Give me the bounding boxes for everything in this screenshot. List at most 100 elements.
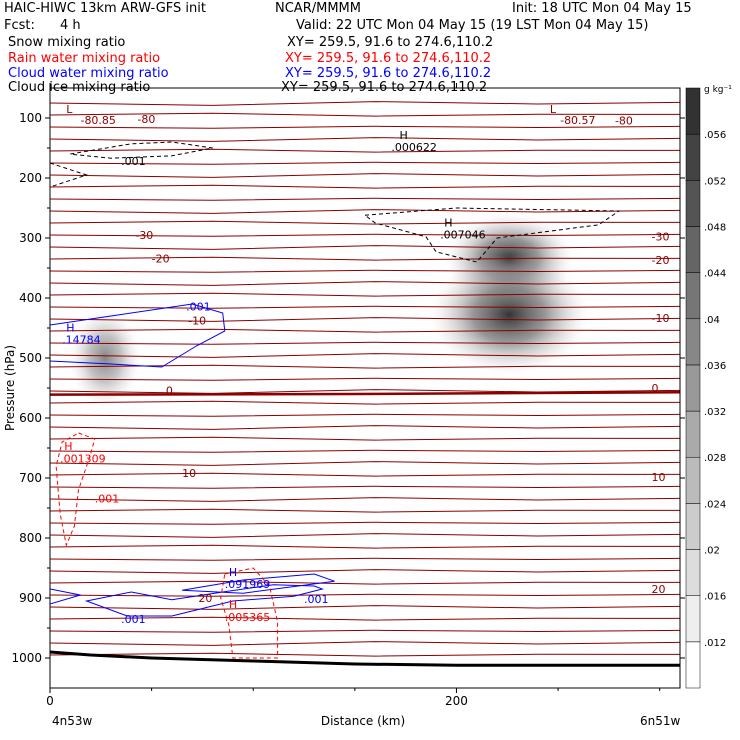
isotherm-line — [50, 305, 680, 309]
isotherm-line — [50, 544, 680, 549]
isotherm-line — [50, 197, 680, 201]
isotherm-line — [50, 353, 680, 358]
isotherm-line — [50, 521, 680, 525]
isotherm-label: -20 — [652, 254, 670, 267]
rain-water-contour — [220, 567, 279, 659]
header-org: NCAR/MMMM — [275, 1, 361, 16]
isotherm-line — [50, 485, 680, 489]
x-tick-label: 0 — [46, 694, 54, 708]
isotherm-label: 20 — [652, 583, 666, 596]
isotherm-line — [50, 184, 680, 189]
isotherm-label: -80.57 — [560, 114, 595, 127]
rain-water-label: .005365 — [225, 611, 271, 624]
isotherm-line — [50, 400, 680, 405]
isotherm-line — [50, 292, 680, 297]
colorbar-segment — [685, 410, 701, 458]
cloud-water-label: .14784 — [62, 334, 101, 347]
isotherm-line — [50, 641, 680, 646]
isotherm-label: -30 — [652, 230, 670, 243]
isotherm-line — [50, 449, 680, 453]
temperature-low-label: L — [66, 103, 73, 116]
colorbar-tick-label: .024 — [704, 499, 726, 510]
y-tick-label: 200 — [19, 171, 42, 185]
temperature-contours — [50, 101, 680, 657]
y-tick-label: 300 — [19, 231, 42, 245]
rain-water-label: H — [64, 440, 72, 453]
isotherm-label: -80 — [137, 113, 155, 126]
cloud-water-label: H — [229, 566, 237, 579]
isotherm-line — [50, 616, 680, 621]
isotherm-line — [50, 425, 680, 430]
colorbar: .012 .016 .02 .024 .028 .032 .036 .04 .044 .048 .0… — [685, 85, 732, 689]
terrain-line — [50, 650, 680, 667]
colorbar-segment — [685, 87, 701, 135]
isotherm-label: -10 — [188, 314, 206, 327]
isotherm-label: -80 — [615, 115, 633, 128]
cloud-water-contours — [50, 303, 335, 617]
y-axis-label: Pressure (hPa) — [3, 345, 17, 431]
colorbar-tick-label: .012 — [704, 638, 726, 649]
snow-contour — [70, 141, 213, 159]
isotherm-label: -30 — [135, 229, 153, 242]
isotherm-line — [50, 569, 680, 574]
x-tick-label: 200 — [445, 694, 468, 708]
rain-water-label: H — [229, 598, 237, 611]
isotherm-line — [50, 557, 680, 561]
y-tick-label: 900 — [19, 591, 42, 605]
colorbar-tick-label: .04 — [704, 315, 720, 326]
cloud-water-contour — [50, 588, 81, 605]
isotherm-line — [50, 245, 680, 250]
isotherm-line — [50, 593, 680, 597]
isotherm-label: 0 — [166, 385, 173, 398]
rain-water-label: .001309 — [60, 452, 105, 465]
isotherm-line — [50, 629, 680, 633]
isotherm-line — [50, 209, 680, 214]
y-tick-label: 1000 — [11, 651, 42, 665]
cloud-water-contour — [50, 303, 226, 368]
colorbar-unit: g kg⁻¹ — [704, 85, 732, 95]
snow-label: .001 — [121, 155, 145, 168]
colorbar-segment — [685, 180, 701, 227]
rain-water-contour — [55, 432, 96, 547]
colorbar-segment — [685, 133, 701, 181]
isotherm-line — [50, 508, 680, 513]
cloud-ice-shading — [68, 213, 590, 408]
terrain-surface — [50, 650, 680, 667]
colorbar-segment — [685, 226, 701, 273]
colorbar-segment — [685, 595, 701, 643]
isotherm-line — [50, 389, 680, 394]
cloud-water-label: H — [66, 322, 74, 335]
snow-contour — [363, 207, 621, 263]
colorbar-segment — [685, 364, 701, 412]
isotherm-line — [50, 101, 680, 106]
isotherm-line — [50, 436, 680, 441]
colorbar-segment — [685, 272, 701, 320]
isotherm-line — [50, 413, 680, 417]
snow-contours — [50, 141, 621, 263]
cloud-water-label: .001 — [121, 613, 145, 626]
isotherm-label: 20 — [198, 592, 212, 605]
y-tick-label: 500 — [19, 351, 42, 365]
isotherm-line — [50, 137, 680, 142]
isotherm-line — [50, 161, 680, 165]
isotherm-label: 10 — [652, 471, 666, 484]
snow-label: .000622 — [391, 141, 437, 154]
isotherm-line — [50, 652, 680, 657]
isotherm-line — [50, 580, 680, 585]
cloud-water-label: .001 — [304, 593, 329, 606]
isotherm-label: -10 — [652, 312, 670, 325]
rain-water-label: .001 — [95, 493, 120, 506]
isotherm-line — [50, 220, 680, 225]
colorbar-tick-label: .032 — [704, 407, 726, 418]
isotherm-line — [50, 377, 680, 381]
snow-label: .007046 — [440, 229, 486, 242]
cloud-water-label: .001 — [186, 301, 211, 314]
field-cloud-water-xy: XY= 259.5, 91.6 to 274.6,110.2 — [285, 66, 492, 81]
cloud-water-contour — [84, 584, 324, 617]
colorbar-segment — [685, 641, 701, 689]
isotherm-label: 10 — [182, 467, 196, 480]
rain-water-contours — [55, 432, 279, 659]
